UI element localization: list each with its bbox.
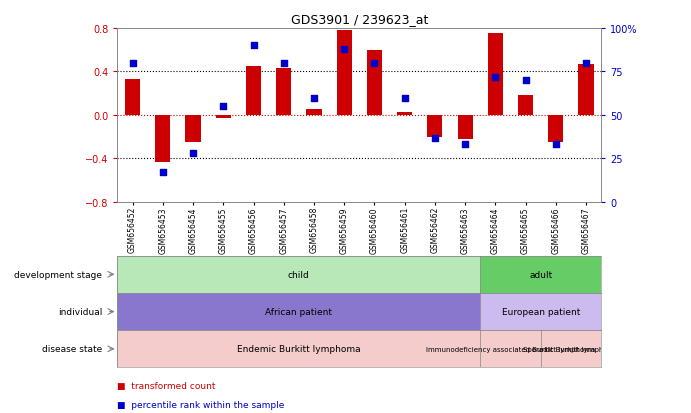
Point <box>339 46 350 53</box>
Point <box>308 95 319 102</box>
Point <box>460 142 471 148</box>
Point <box>369 60 380 67</box>
Text: ■  transformed count: ■ transformed count <box>117 381 216 390</box>
Point <box>158 170 169 176</box>
Bar <box>306 110 321 116</box>
Bar <box>480 293 601 330</box>
Text: Immunodeficiency associated Burkitt lymphoma: Immunodeficiency associated Burkitt lymp… <box>426 346 595 352</box>
Text: ■  percentile rank within the sample: ■ percentile rank within the sample <box>117 400 285 409</box>
Bar <box>488 34 503 116</box>
Point <box>248 43 259 50</box>
Bar <box>548 116 563 143</box>
Bar <box>337 31 352 116</box>
Bar <box>276 69 292 116</box>
Bar <box>427 116 442 137</box>
Text: individual: individual <box>58 307 102 316</box>
Point <box>127 60 138 67</box>
Point <box>278 60 290 67</box>
Bar <box>117 256 480 293</box>
Bar <box>155 116 171 162</box>
Bar <box>480 256 601 293</box>
Bar <box>216 116 231 119</box>
Text: child: child <box>288 270 310 279</box>
Bar <box>578 65 594 116</box>
Point <box>580 60 591 67</box>
Point <box>218 104 229 110</box>
Title: GDS3901 / 239623_at: GDS3901 / 239623_at <box>291 13 428 26</box>
Bar <box>246 67 261 116</box>
Point <box>490 74 501 81</box>
Bar <box>367 50 382 116</box>
Bar <box>117 293 480 330</box>
Text: Endemic Burkitt lymphoma: Endemic Burkitt lymphoma <box>237 344 361 354</box>
Point <box>550 142 561 148</box>
Text: European patient: European patient <box>502 307 580 316</box>
Bar <box>480 330 540 368</box>
Bar <box>457 116 473 140</box>
Bar <box>117 330 480 368</box>
Bar <box>125 80 140 116</box>
Bar <box>185 116 200 143</box>
Bar <box>540 330 601 368</box>
Point <box>429 135 440 142</box>
Text: disease state: disease state <box>42 344 102 354</box>
Point <box>399 95 410 102</box>
Text: Sporadic Burkitt lymphoma: Sporadic Burkitt lymphoma <box>523 346 618 352</box>
Text: development stage: development stage <box>15 270 102 279</box>
Text: adult: adult <box>529 270 552 279</box>
Point <box>187 150 198 157</box>
Text: African patient: African patient <box>265 307 332 316</box>
Point <box>520 78 531 84</box>
Bar <box>397 112 413 116</box>
Bar <box>518 96 533 116</box>
